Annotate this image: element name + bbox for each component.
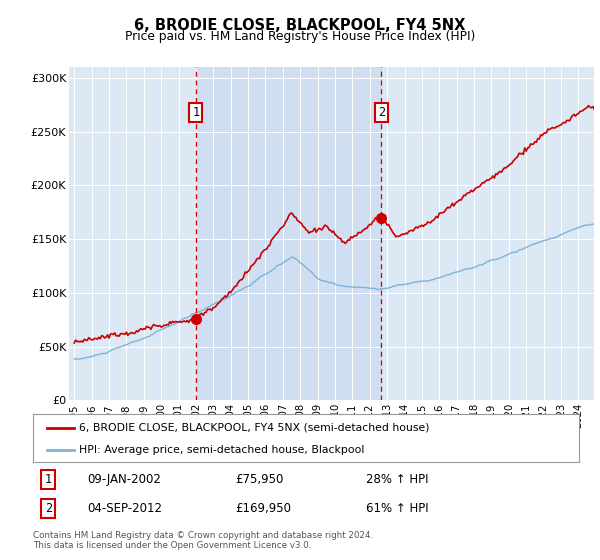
Text: £75,950: £75,950 bbox=[235, 473, 283, 486]
Text: Contains HM Land Registry data © Crown copyright and database right 2024.
This d: Contains HM Land Registry data © Crown c… bbox=[33, 531, 373, 550]
Text: Price paid vs. HM Land Registry's House Price Index (HPI): Price paid vs. HM Land Registry's House … bbox=[125, 30, 475, 44]
Text: 09-JAN-2002: 09-JAN-2002 bbox=[88, 473, 161, 486]
Text: 04-SEP-2012: 04-SEP-2012 bbox=[88, 502, 163, 515]
Text: 6, BRODIE CLOSE, BLACKPOOL, FY4 5NX: 6, BRODIE CLOSE, BLACKPOOL, FY4 5NX bbox=[134, 18, 466, 32]
Text: 1: 1 bbox=[45, 473, 52, 486]
Text: 6, BRODIE CLOSE, BLACKPOOL, FY4 5NX (semi-detached house): 6, BRODIE CLOSE, BLACKPOOL, FY4 5NX (sem… bbox=[79, 423, 430, 433]
Text: 1: 1 bbox=[193, 106, 199, 119]
Text: 61% ↑ HPI: 61% ↑ HPI bbox=[366, 502, 428, 515]
Text: HPI: Average price, semi-detached house, Blackpool: HPI: Average price, semi-detached house,… bbox=[79, 445, 365, 455]
Bar bbox=[196, 67, 382, 400]
Text: 2: 2 bbox=[378, 106, 385, 119]
Text: 28% ↑ HPI: 28% ↑ HPI bbox=[366, 473, 428, 486]
Text: £169,950: £169,950 bbox=[235, 502, 291, 515]
Text: 2: 2 bbox=[45, 502, 52, 515]
